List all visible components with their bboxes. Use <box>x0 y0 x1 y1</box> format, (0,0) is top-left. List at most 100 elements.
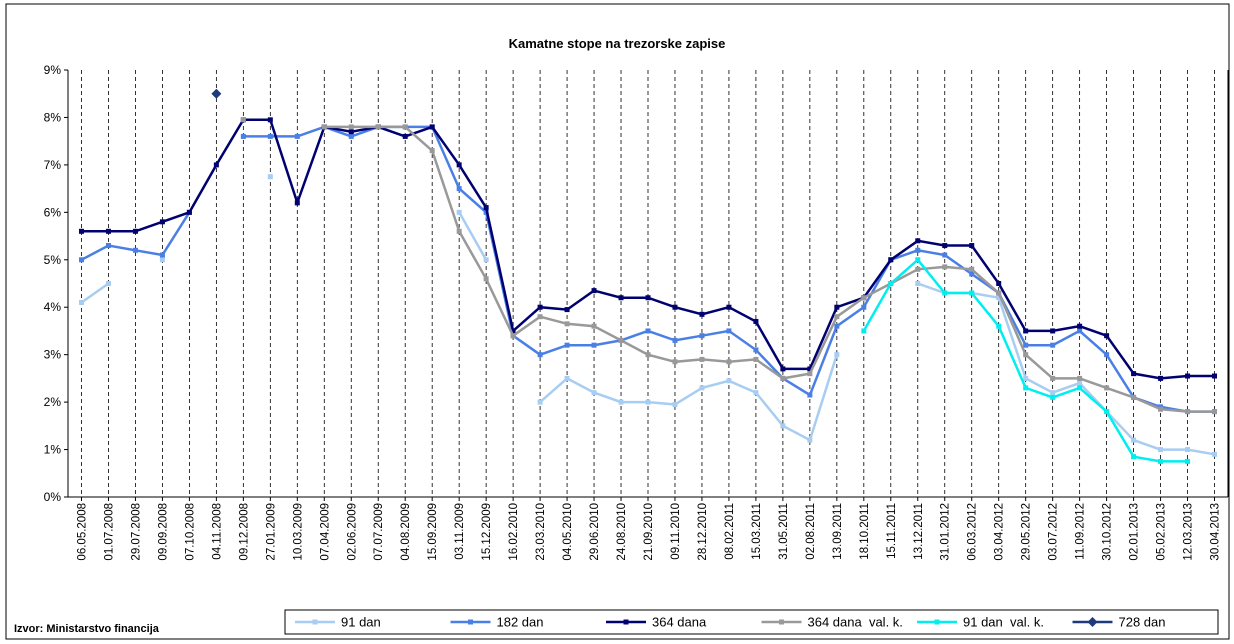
x-tick-label: 30.04.2013 <box>1210 503 1222 561</box>
x-tick-label: 10.03.2009 <box>292 503 304 561</box>
point <box>1077 375 1083 381</box>
point <box>456 186 462 192</box>
y-tick-label: 2% <box>44 395 62 409</box>
point <box>240 133 246 139</box>
legend-label: 364 dana <box>652 615 707 630</box>
point <box>591 323 597 329</box>
point <box>807 366 813 372</box>
point <box>1077 328 1083 334</box>
point <box>456 162 462 168</box>
x-tick-label: 05.02.2013 <box>1156 503 1168 561</box>
point <box>537 304 543 310</box>
legend-label: 91 dan val. k. <box>963 615 1044 630</box>
point <box>834 323 840 329</box>
point <box>1131 394 1137 400</box>
x-tick-label: 31.05.2011 <box>778 503 790 560</box>
point <box>996 281 1002 286</box>
x-tick-label: 06.03.2012 <box>967 503 979 561</box>
legend-label: 182 dan <box>497 615 544 630</box>
y-tick-label: 9% <box>44 63 62 77</box>
point <box>510 328 516 334</box>
point <box>1158 375 1164 381</box>
series <box>211 88 222 99</box>
point <box>564 307 570 313</box>
point <box>699 311 705 317</box>
point <box>1077 385 1083 391</box>
point <box>942 243 948 249</box>
point <box>1050 328 1056 334</box>
point <box>537 399 543 405</box>
point <box>1023 328 1029 334</box>
x-tick-label: 03.07.2012 <box>1048 503 1060 561</box>
point <box>1185 373 1191 379</box>
point <box>672 337 678 343</box>
point <box>1050 342 1056 348</box>
point <box>780 366 786 372</box>
point <box>105 228 111 234</box>
point <box>1158 458 1164 464</box>
legend-box <box>284 609 1219 635</box>
point <box>834 314 840 320</box>
point <box>1131 437 1137 443</box>
legend-label: 364 dana val. k. <box>808 615 903 630</box>
point <box>591 288 597 294</box>
x-tick-label: 13.09.2011 <box>832 503 844 560</box>
point <box>753 347 759 353</box>
point <box>402 124 408 130</box>
point <box>1131 371 1137 377</box>
point <box>1023 385 1029 391</box>
point <box>132 228 138 234</box>
point <box>726 378 732 384</box>
x-tick-label: 16.02.2010 <box>508 503 520 561</box>
point <box>645 295 651 301</box>
point <box>78 257 84 263</box>
x-tick-label: 02.08.2011 <box>805 503 817 560</box>
point <box>105 281 111 286</box>
point <box>429 124 435 130</box>
point <box>564 321 570 327</box>
point <box>1023 375 1029 381</box>
x-tick-label: 12.03.2013 <box>1183 503 1195 561</box>
x-tick-label: 06.05.2008 <box>76 503 88 561</box>
y-tick-label: 7% <box>44 158 62 172</box>
point <box>699 356 705 362</box>
legend-marker <box>779 619 784 625</box>
x-tick-label: 18.10.2011 <box>859 503 871 560</box>
point <box>1023 342 1029 348</box>
point <box>186 209 192 215</box>
x-tick-label: 04.08.2009 <box>400 503 412 561</box>
x-tick-label: 24.08.2010 <box>616 503 628 561</box>
point <box>807 392 813 398</box>
x-tick-label: 15.03.2011 <box>751 503 763 560</box>
x-tick-label: 29.07.2008 <box>130 503 142 561</box>
point <box>645 399 651 405</box>
point <box>753 390 759 396</box>
x-tick-label: 27.01.2009 <box>265 503 277 561</box>
point <box>348 133 354 139</box>
point <box>726 304 732 310</box>
point <box>942 290 948 296</box>
legend-marker <box>312 619 318 625</box>
point <box>1158 447 1164 453</box>
point <box>969 243 975 249</box>
point <box>1050 394 1056 400</box>
x-tick-label: 13.12.2011 <box>913 503 925 560</box>
point <box>753 318 759 324</box>
point <box>699 385 705 391</box>
point <box>483 276 489 282</box>
point <box>807 437 813 443</box>
point <box>159 252 165 258</box>
point <box>618 399 624 405</box>
chart-title: Kamatne stope na trezorske zapise <box>509 36 726 51</box>
point <box>1212 409 1218 415</box>
series-line <box>324 125 1215 413</box>
point <box>537 314 543 320</box>
point <box>132 247 138 253</box>
point <box>618 337 624 343</box>
point <box>1023 352 1029 358</box>
point <box>591 342 597 348</box>
point <box>240 117 246 123</box>
point <box>996 290 1002 296</box>
point <box>267 117 273 123</box>
